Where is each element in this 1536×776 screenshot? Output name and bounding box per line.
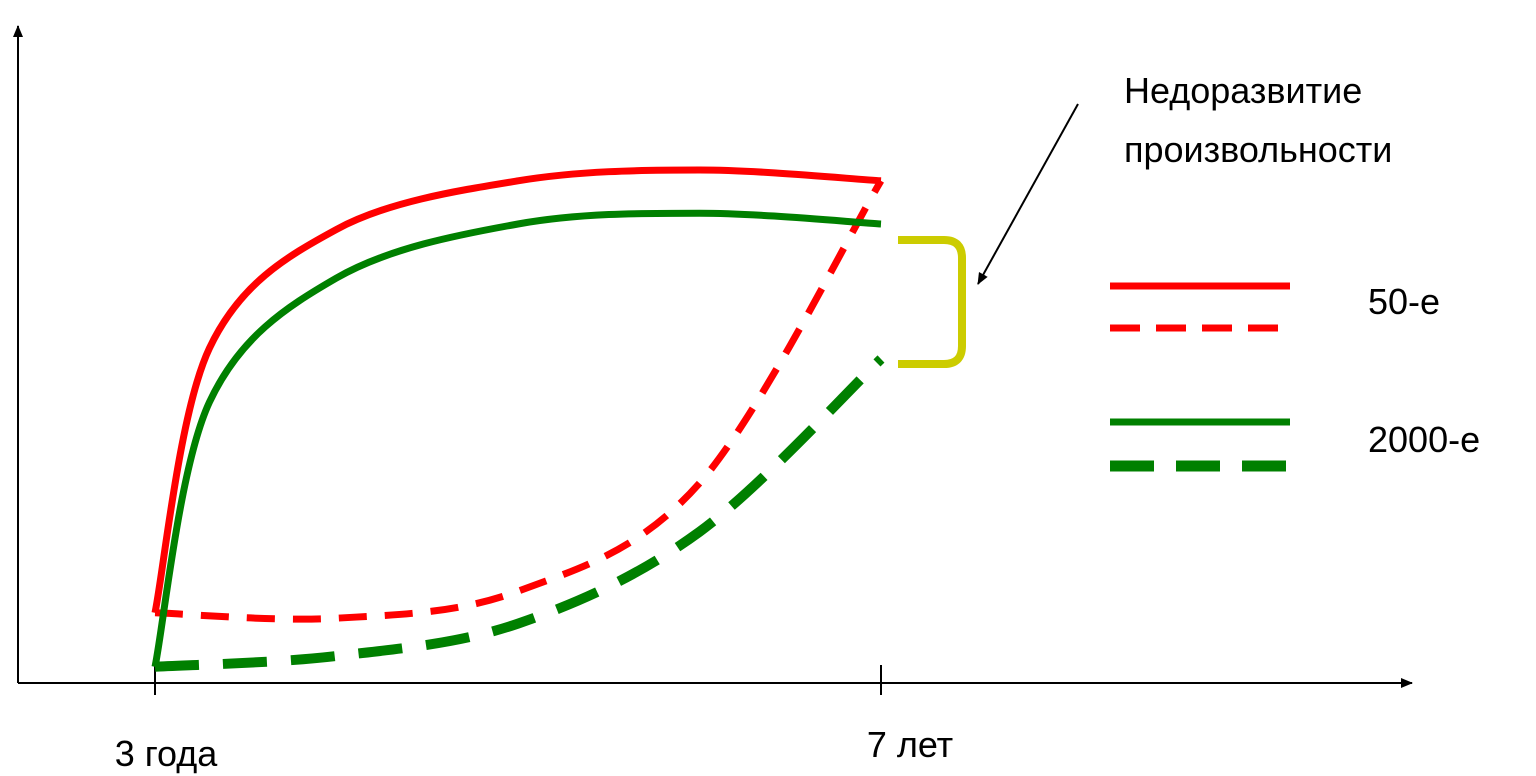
x-tick-label-7: 7 лет bbox=[867, 724, 953, 765]
legend-label-2000e: 2000-е bbox=[1368, 419, 1480, 460]
underdevelopment-bracket bbox=[898, 236, 966, 368]
legend-label-50e: 50-е bbox=[1368, 281, 1440, 322]
series-50e-solid bbox=[151, 166, 882, 614]
series-50e-dashed bbox=[154, 179, 885, 623]
annotation-line-2: произвольности bbox=[1124, 129, 1392, 170]
series-2000e-solid bbox=[151, 209, 882, 668]
annotation-pointer-arrow bbox=[977, 103, 1079, 285]
x-tick-label-3: 3 года bbox=[115, 733, 219, 774]
series-2000e-dashed bbox=[154, 355, 885, 672]
annotation-line-1: Недоразвитие bbox=[1124, 70, 1362, 111]
